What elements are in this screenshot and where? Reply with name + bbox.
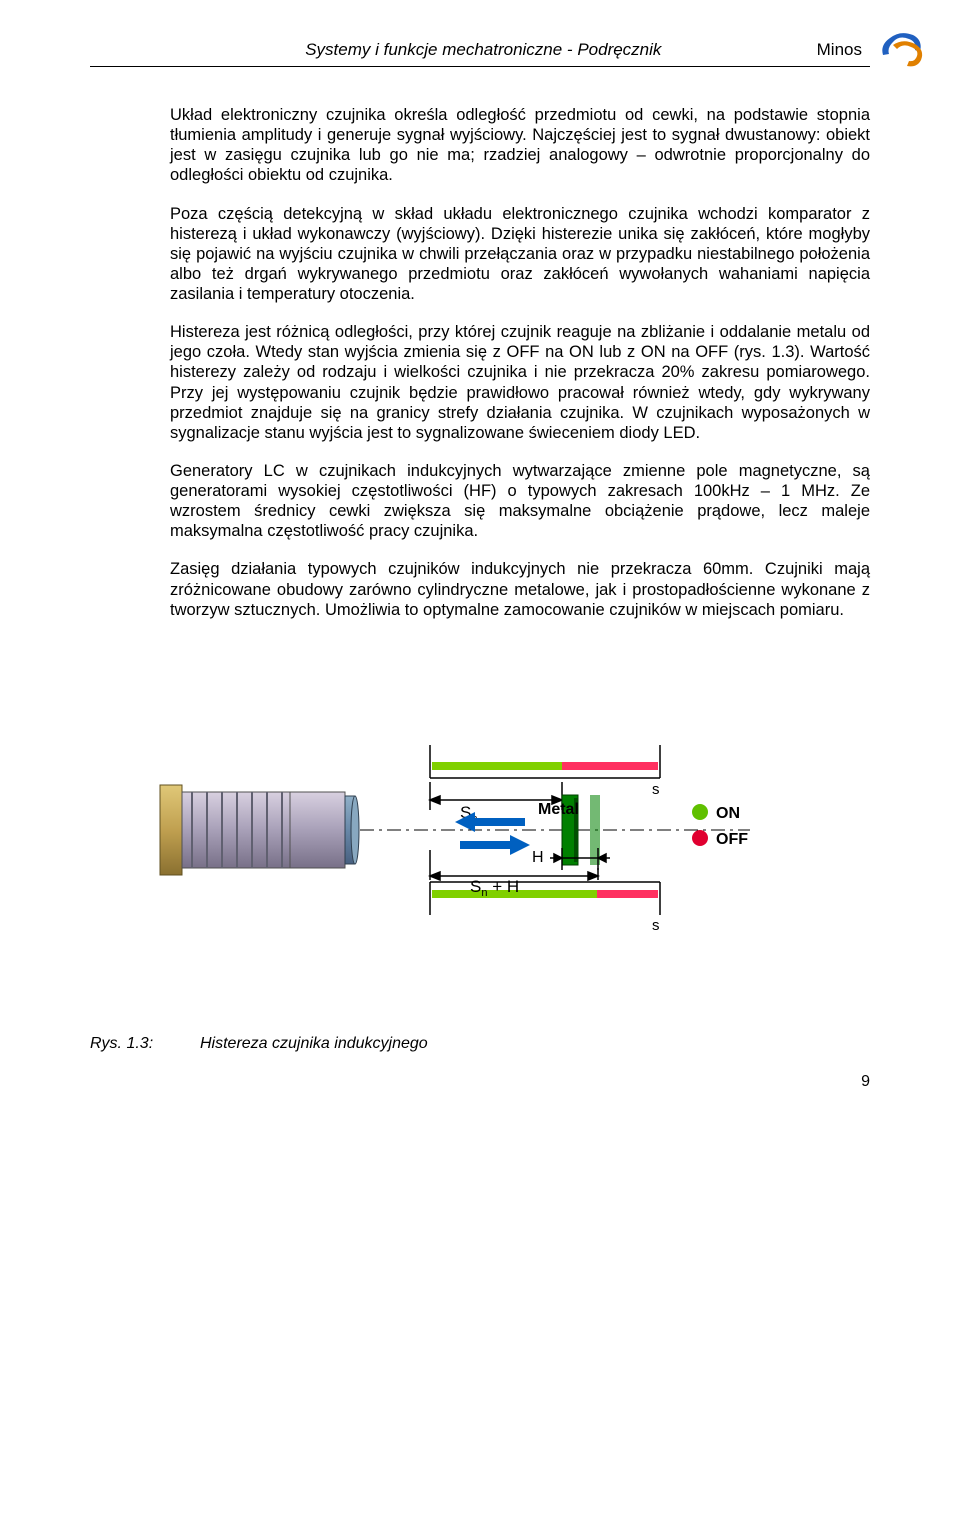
header-divider <box>90 66 870 67</box>
header-logo <box>875 20 930 80</box>
fig-label-snh: Sn + H <box>470 877 519 899</box>
fig-label-metal: Metal <box>538 801 579 818</box>
caption-text: Histereza czujnika indukcyjnego <box>200 1035 428 1053</box>
caption-label: Rys. 1.3: <box>90 1035 200 1053</box>
figure-caption: Rys. 1.3: Histereza czujnika indukcyjneg… <box>90 1035 870 1053</box>
body-text: Układ elektroniczny czujnika określa odl… <box>170 105 870 620</box>
page-number: 9 <box>90 1073 870 1091</box>
hysteresis-figure: s s Sn Metal <box>90 690 870 975</box>
fig-legend-on: ON <box>716 805 740 822</box>
header-brand: Minos <box>817 40 870 60</box>
header-title: Systemy i funkcje mechatroniczne - Podrę… <box>90 40 817 60</box>
paragraph-4: Generatory LC w czujnikach indukcyjnych … <box>170 461 870 542</box>
paragraph-1: Układ elektroniczny czujnika określa odl… <box>170 105 870 186</box>
fig-label-h: H <box>532 849 544 866</box>
paragraph-2: Poza częścią detekcyjną w skład układu e… <box>170 204 870 305</box>
paragraph-5: Zasięg działania typowych czujników indu… <box>170 559 870 619</box>
fig-legend-off: OFF <box>716 831 748 848</box>
fig-label-s-bottom: s <box>652 917 660 934</box>
paragraph-3: Histereza jest różnicą odległości, przy … <box>170 322 870 443</box>
fig-label-s-top: s <box>652 781 660 798</box>
